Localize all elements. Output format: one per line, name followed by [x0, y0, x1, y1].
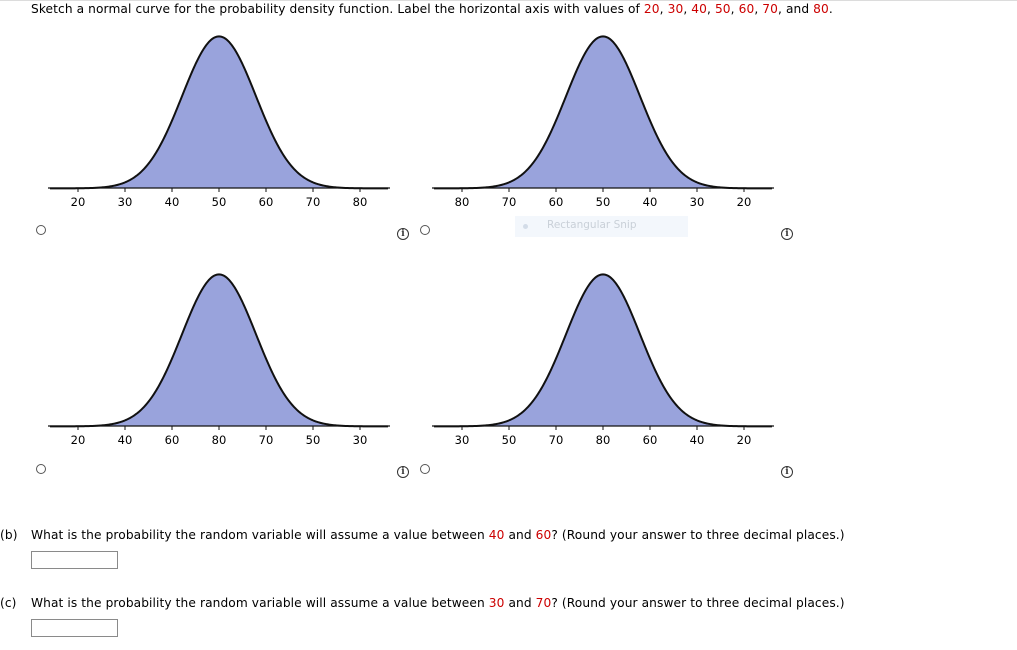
question-c-and: and [504, 596, 536, 610]
answer-b-input[interactable] [31, 551, 118, 569]
option-a-radio[interactable] [36, 225, 46, 235]
normal-curve-c: 20 40 60 80 70 50 30 [48, 273, 390, 447]
axis-tick-label: 60 [165, 433, 180, 447]
axis-tick-label: 20 [71, 195, 86, 209]
value-40: 40 [488, 528, 505, 542]
axis-tick-label: 30 [690, 195, 705, 209]
rectangular-snip-overlay: Rectangular Snip [515, 216, 688, 237]
info-icon[interactable]: i [781, 228, 793, 240]
value-80: 80 [813, 2, 829, 16]
axis-tick-label: 80 [212, 433, 227, 447]
value-50: 50 [714, 2, 731, 16]
curve-area [434, 36, 772, 189]
curve-area [434, 274, 772, 427]
snip-dot-icon [523, 224, 528, 229]
axis-tick-label: 40 [690, 433, 705, 447]
axis-tick-label: 70 [306, 195, 321, 209]
separator: , [730, 2, 739, 16]
instruction-prefix: Sketch a normal curve for the probabilit… [31, 2, 644, 16]
value-70: 70 [762, 2, 778, 16]
normal-curve-b: 80 70 60 50 40 30 20 [432, 35, 774, 209]
axis-tick-label: 20 [737, 195, 752, 209]
curve-line [49, 35, 389, 190]
value-60: 60 [738, 2, 755, 16]
separator: , and [778, 2, 814, 16]
question-b-and: and [504, 528, 536, 542]
question-b-text: What is the probability the random varia… [31, 528, 489, 542]
question-b-label: (b) [0, 528, 18, 542]
axis-tick-label: 30 [118, 195, 133, 209]
answer-c-input[interactable] [31, 619, 118, 637]
axis-tick-label: 40 [643, 195, 658, 209]
value-30: 30 [488, 596, 505, 610]
axis-tick-label: 20 [71, 433, 86, 447]
axis-tick-label: 50 [212, 195, 227, 209]
value-40: 40 [691, 2, 707, 16]
option-b-graph: 80 70 60 50 40 30 20 [432, 28, 774, 218]
axis-tick-label: 20 [737, 433, 752, 447]
axis-tick-label: 60 [259, 195, 274, 209]
curve-line [49, 273, 389, 428]
normal-curve-d: 30 50 70 80 60 40 20 [432, 273, 774, 447]
axis-tick-label: 60 [549, 195, 564, 209]
separator: , [706, 2, 715, 16]
info-icon[interactable]: i [397, 466, 409, 478]
axis-tick-label: 30 [353, 433, 368, 447]
snip-label: Rectangular Snip [547, 219, 637, 231]
axis-tick-label: 60 [643, 433, 658, 447]
axis-tick-label: 40 [165, 195, 180, 209]
question-c-suffix: ? (Round your answer to three decimal pl… [551, 596, 845, 610]
curve-line [433, 273, 773, 428]
question-b: (b) What is the probability the random va… [0, 528, 845, 542]
separator: , [754, 2, 763, 16]
period: . [828, 2, 833, 16]
axis-tick-label: 80 [353, 195, 368, 209]
separator: , [659, 2, 668, 16]
option-d-graph: 30 50 70 80 60 40 20 [432, 266, 774, 456]
instruction-text: Sketch a normal curve for the probabilit… [31, 2, 833, 16]
option-b-radio[interactable] [420, 225, 430, 235]
axis-tick-label: 70 [259, 433, 274, 447]
axis-tick-label: 80 [596, 433, 611, 447]
normal-curve-a: 20 30 40 50 60 70 80 [48, 35, 390, 209]
question-c-text: What is the probability the random varia… [31, 596, 489, 610]
axis-tick-label: 40 [118, 433, 133, 447]
question-b-suffix: ? (Round your answer to three decimal pl… [551, 528, 845, 542]
axis-tick-label: 30 [455, 433, 470, 447]
question-c: (c) What is the probability the random va… [0, 596, 845, 610]
value-30: 30 [667, 2, 684, 16]
info-icon[interactable]: i [781, 466, 793, 478]
top-divider [0, 0, 1017, 1]
axis-tick-label: 80 [455, 195, 470, 209]
curve-area [50, 36, 388, 189]
value-20: 20 [643, 2, 660, 16]
separator: , [683, 2, 692, 16]
option-c-graph: 20 40 60 80 70 50 30 [48, 266, 390, 456]
option-a-graph: 20 30 40 50 60 70 80 [48, 28, 390, 218]
curve-line [433, 35, 773, 190]
axis-tick-label: 50 [596, 195, 611, 209]
question-c-label: (c) [0, 596, 17, 610]
axis-tick-label: 70 [502, 195, 517, 209]
axis-tick-label: 50 [502, 433, 517, 447]
info-icon[interactable]: i [397, 228, 409, 240]
value-60: 60 [535, 528, 552, 542]
curve-area [50, 274, 388, 427]
value-70: 70 [535, 596, 552, 610]
option-c-radio[interactable] [36, 464, 46, 474]
axis-tick-label: 70 [549, 433, 564, 447]
option-d-radio[interactable] [420, 464, 430, 474]
axis-tick-label: 50 [306, 433, 321, 447]
